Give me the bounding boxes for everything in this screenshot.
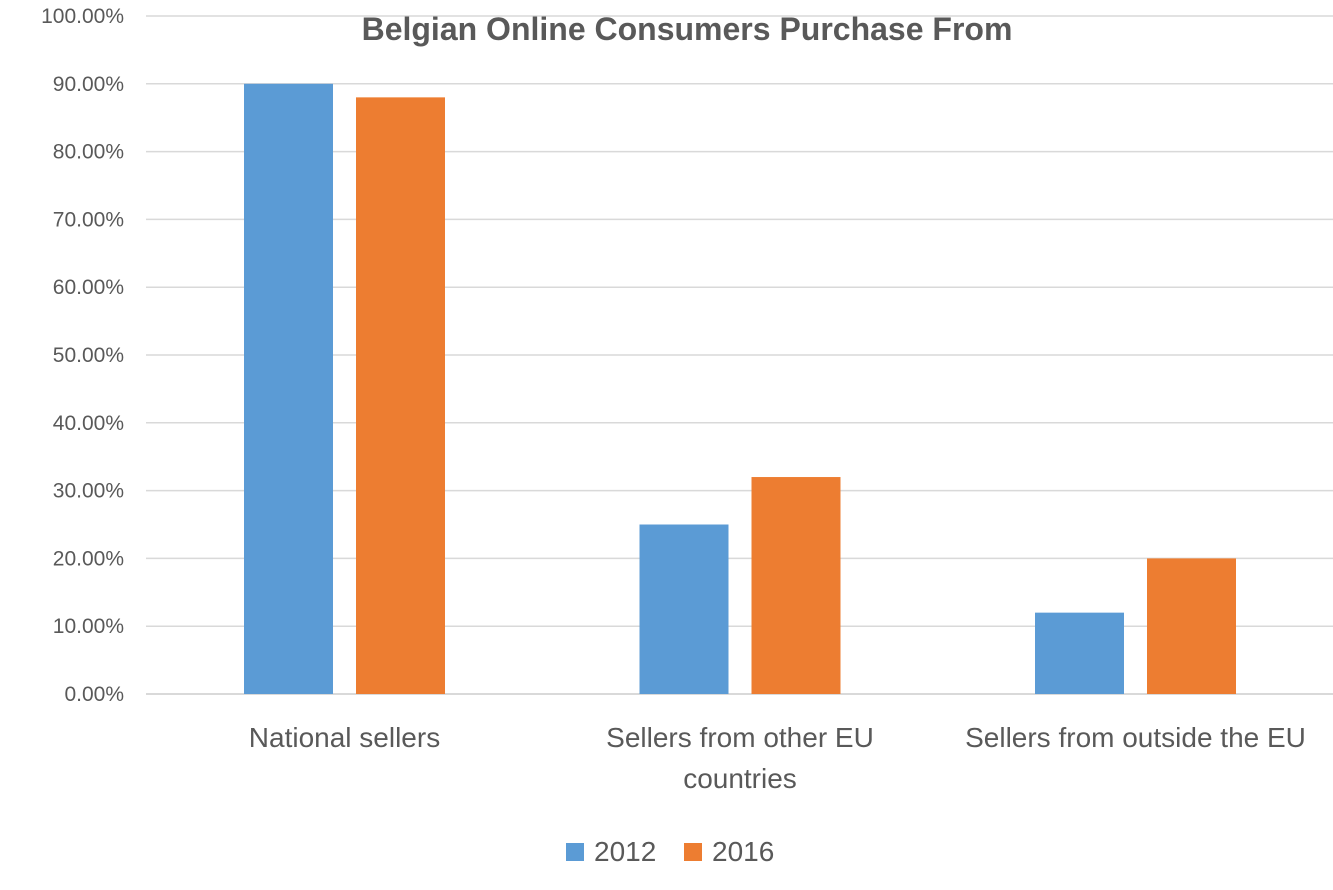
chart-title: Belgian Online Consumers Purchase From: [362, 11, 1013, 47]
bar-2012-2: [1035, 612, 1124, 694]
x-category-label: Sellers from other EU countries: [606, 722, 874, 794]
legend: 2012 2016: [566, 836, 774, 867]
legend-swatch-2012: [566, 843, 584, 861]
x-category-label: National sellers: [249, 722, 440, 753]
y-tick-label: 30.00%: [53, 480, 124, 503]
y-tick-label: 20.00%: [53, 547, 124, 570]
legend-swatch-2016: [684, 843, 702, 861]
bar-2016-1: [751, 477, 841, 694]
y-tick-label: 40.00%: [53, 412, 124, 435]
y-tick-label: 10.00%: [53, 615, 124, 638]
x-axis-category-labels: National sellers Sellers from other EU cou…: [249, 722, 1306, 794]
y-tick-label: 50.00%: [53, 344, 124, 367]
bar-2016-0: [356, 97, 445, 695]
y-axis-ticks: 0.00% 10.00% 20.00% 30.00% 40.00% 50.00% 60.00…: [41, 5, 124, 706]
y-tick-label: 0.00%: [64, 683, 124, 706]
bar-2016-2: [1147, 558, 1236, 694]
bars: [244, 83, 1236, 695]
y-tick-label: 70.00%: [53, 208, 124, 231]
x-category-label: Sellers from outside the EU: [965, 722, 1306, 753]
bar-2012-0: [244, 83, 333, 695]
y-tick-label: 60.00%: [53, 276, 124, 299]
y-tick-label: 80.00%: [53, 141, 124, 164]
y-tick-label: 90.00%: [53, 73, 124, 96]
gridlines: [146, 15, 1333, 695]
bar-2012-1: [639, 524, 729, 694]
legend-label-2012: 2012: [594, 836, 656, 867]
legend-label-2016: 2016: [712, 836, 774, 867]
y-tick-label: 100.00%: [41, 5, 124, 28]
